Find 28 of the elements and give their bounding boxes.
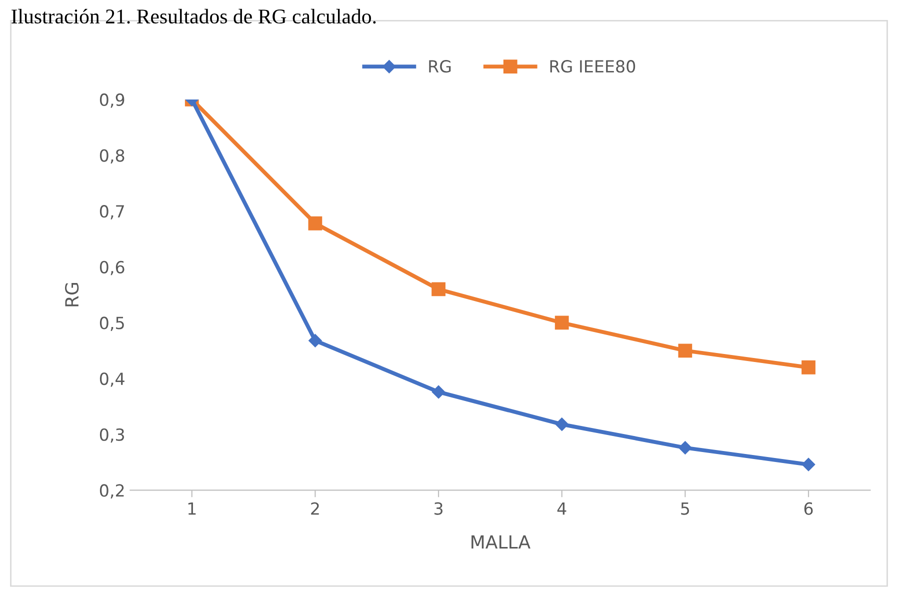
point	[678, 344, 692, 358]
y-tick-label: 0,7	[100, 205, 124, 220]
point	[554, 316, 569, 330]
y-tick-label: 0,5	[100, 316, 124, 331]
y-tick-label: 0,4	[100, 372, 124, 387]
point	[432, 282, 446, 296]
legend-label: RG IEEE80	[550, 60, 636, 73]
y-tick-label: 0,6	[100, 260, 124, 276]
point	[432, 385, 446, 399]
legend-label: RG	[429, 60, 451, 73]
y-tick-label: 0,9	[100, 93, 124, 108]
x-tick-label: 1	[188, 502, 196, 515]
point	[308, 334, 322, 348]
point	[802, 458, 816, 472]
point	[555, 418, 568, 431]
y-tick-label: 0,8	[100, 149, 124, 164]
point	[678, 441, 692, 454]
y-tick-label: 0,2	[100, 484, 124, 498]
point	[802, 360, 816, 374]
x-tick-label: 6	[804, 502, 813, 515]
x-tick-label: 2	[311, 502, 319, 515]
x-tick-label: 3	[434, 502, 442, 515]
x-tick-label: 4	[557, 502, 566, 515]
x-tick-label: 5	[681, 502, 690, 515]
y-axis-title: RG	[65, 283, 79, 306]
chart-title: Ilustración 21. Resultados de RG calculado.	[12, 8, 376, 24]
y-tick-label: 0,3	[100, 428, 124, 443]
x-axis-title: MALLA	[472, 535, 530, 548]
